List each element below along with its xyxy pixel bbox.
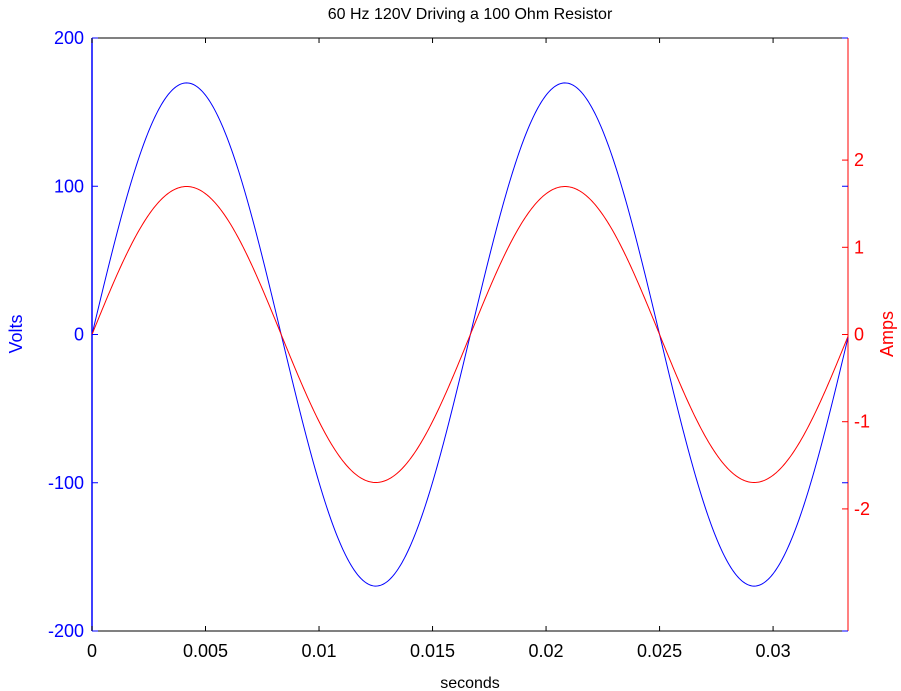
y-right-tick-label: 1 xyxy=(854,237,864,257)
series-layer xyxy=(91,82,849,587)
y-axis-left-label: Volts xyxy=(6,314,26,353)
y-left-tick-label: 200 xyxy=(54,28,84,48)
x-tick-label: 0.03 xyxy=(756,641,791,661)
y-right-tick-label: -2 xyxy=(854,499,870,519)
y-left-tick-label: 0 xyxy=(74,325,84,345)
x-tick-label: 0.01 xyxy=(302,641,337,661)
ticks-layer: 0 0.005 0.01 0.015 0.02 0.025 0.03 -200 -100 0 100… xyxy=(48,28,870,661)
y-right-tick-label: -1 xyxy=(854,412,870,432)
x-tick-label: 0.025 xyxy=(637,641,682,661)
y-right-tick-label: 2 xyxy=(854,150,864,170)
x-tick-label: 0.015 xyxy=(410,641,455,661)
x-tick-label: 0 xyxy=(87,641,97,661)
chart-title: 60 Hz 120V Driving a 100 Ohm Resistor xyxy=(328,6,613,23)
y-left-tick-label: -200 xyxy=(48,621,84,641)
y-left-tick-label: -100 xyxy=(48,473,84,493)
y-right-tick-label: 0 xyxy=(854,325,864,345)
y-left-tick-label: 100 xyxy=(54,176,84,196)
y-axis-right-label: Amps xyxy=(877,311,897,357)
x-tick-label: 0.02 xyxy=(529,641,564,661)
series-line-amps xyxy=(91,186,849,483)
x-tick-label: 0.005 xyxy=(183,641,228,661)
x-axis-label: seconds xyxy=(440,675,500,691)
